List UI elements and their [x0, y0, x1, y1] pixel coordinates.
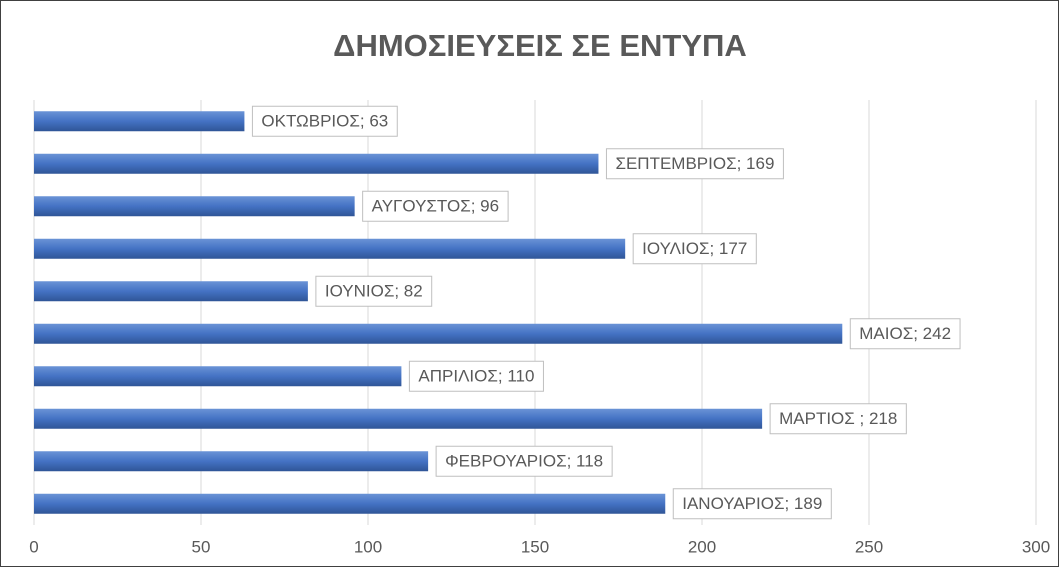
data-label-box: [435, 445, 613, 477]
x-tick-label: 250: [855, 537, 883, 556]
x-tick-label: 300: [1022, 537, 1050, 556]
data-label-box: [408, 360, 544, 392]
data-label: ΑΥΓΟΥΣΤΟΣ; 96: [372, 197, 499, 216]
data-label-box: [362, 190, 509, 222]
bar: [34, 366, 402, 387]
data-label: ΟΚΤΩΒΡΙΟΣ; 63: [261, 112, 388, 131]
data-label-box: [632, 233, 757, 265]
x-tick-label: 0: [29, 537, 38, 556]
data-label-box: [315, 275, 433, 307]
bar: [34, 153, 599, 174]
bar: [34, 238, 626, 259]
bar: [34, 111, 245, 132]
data-label: ΑΠΡΙΛΙΟΣ; 110: [418, 367, 534, 386]
data-label-box: [672, 488, 832, 520]
bar: [34, 408, 763, 429]
bar: [34, 451, 429, 472]
data-label: ΙΟΥΝΙΟΣ; 82: [325, 282, 423, 301]
x-tick-label: 200: [688, 537, 716, 556]
data-label-box: [251, 105, 398, 137]
x-tick-label: 100: [354, 537, 382, 556]
bar: [34, 493, 666, 514]
data-label: ΦΕΒΡΟΥΑΡΙΟΣ; 118: [445, 452, 603, 471]
bar: [34, 281, 308, 302]
chart-title: ΔΗΜΟΣΙΕΥΣΕΙΣ ΣΕ ΕΝΤΥΠΑ: [333, 28, 747, 63]
data-label: ΜΑΡΤΙΟΣ ; 218: [779, 409, 897, 428]
data-label: ΣΕΠΤΕΜΒΡΙΟΣ; 169: [615, 154, 774, 173]
x-tick-label: 50: [192, 537, 211, 556]
data-label-box: [849, 318, 961, 350]
x-tick-label: 150: [521, 537, 549, 556]
data-label: ΙΑΝΟΥΑΡΙΟΣ; 189: [682, 494, 822, 513]
bar: [34, 196, 355, 217]
data-label: ΜΑΙΟΣ; 242: [859, 324, 951, 343]
data-label: ΙΟΥΛΙΟΣ; 177: [642, 239, 747, 258]
data-label-box: [769, 403, 907, 435]
bar: [34, 323, 843, 344]
data-label-box: [605, 148, 784, 180]
